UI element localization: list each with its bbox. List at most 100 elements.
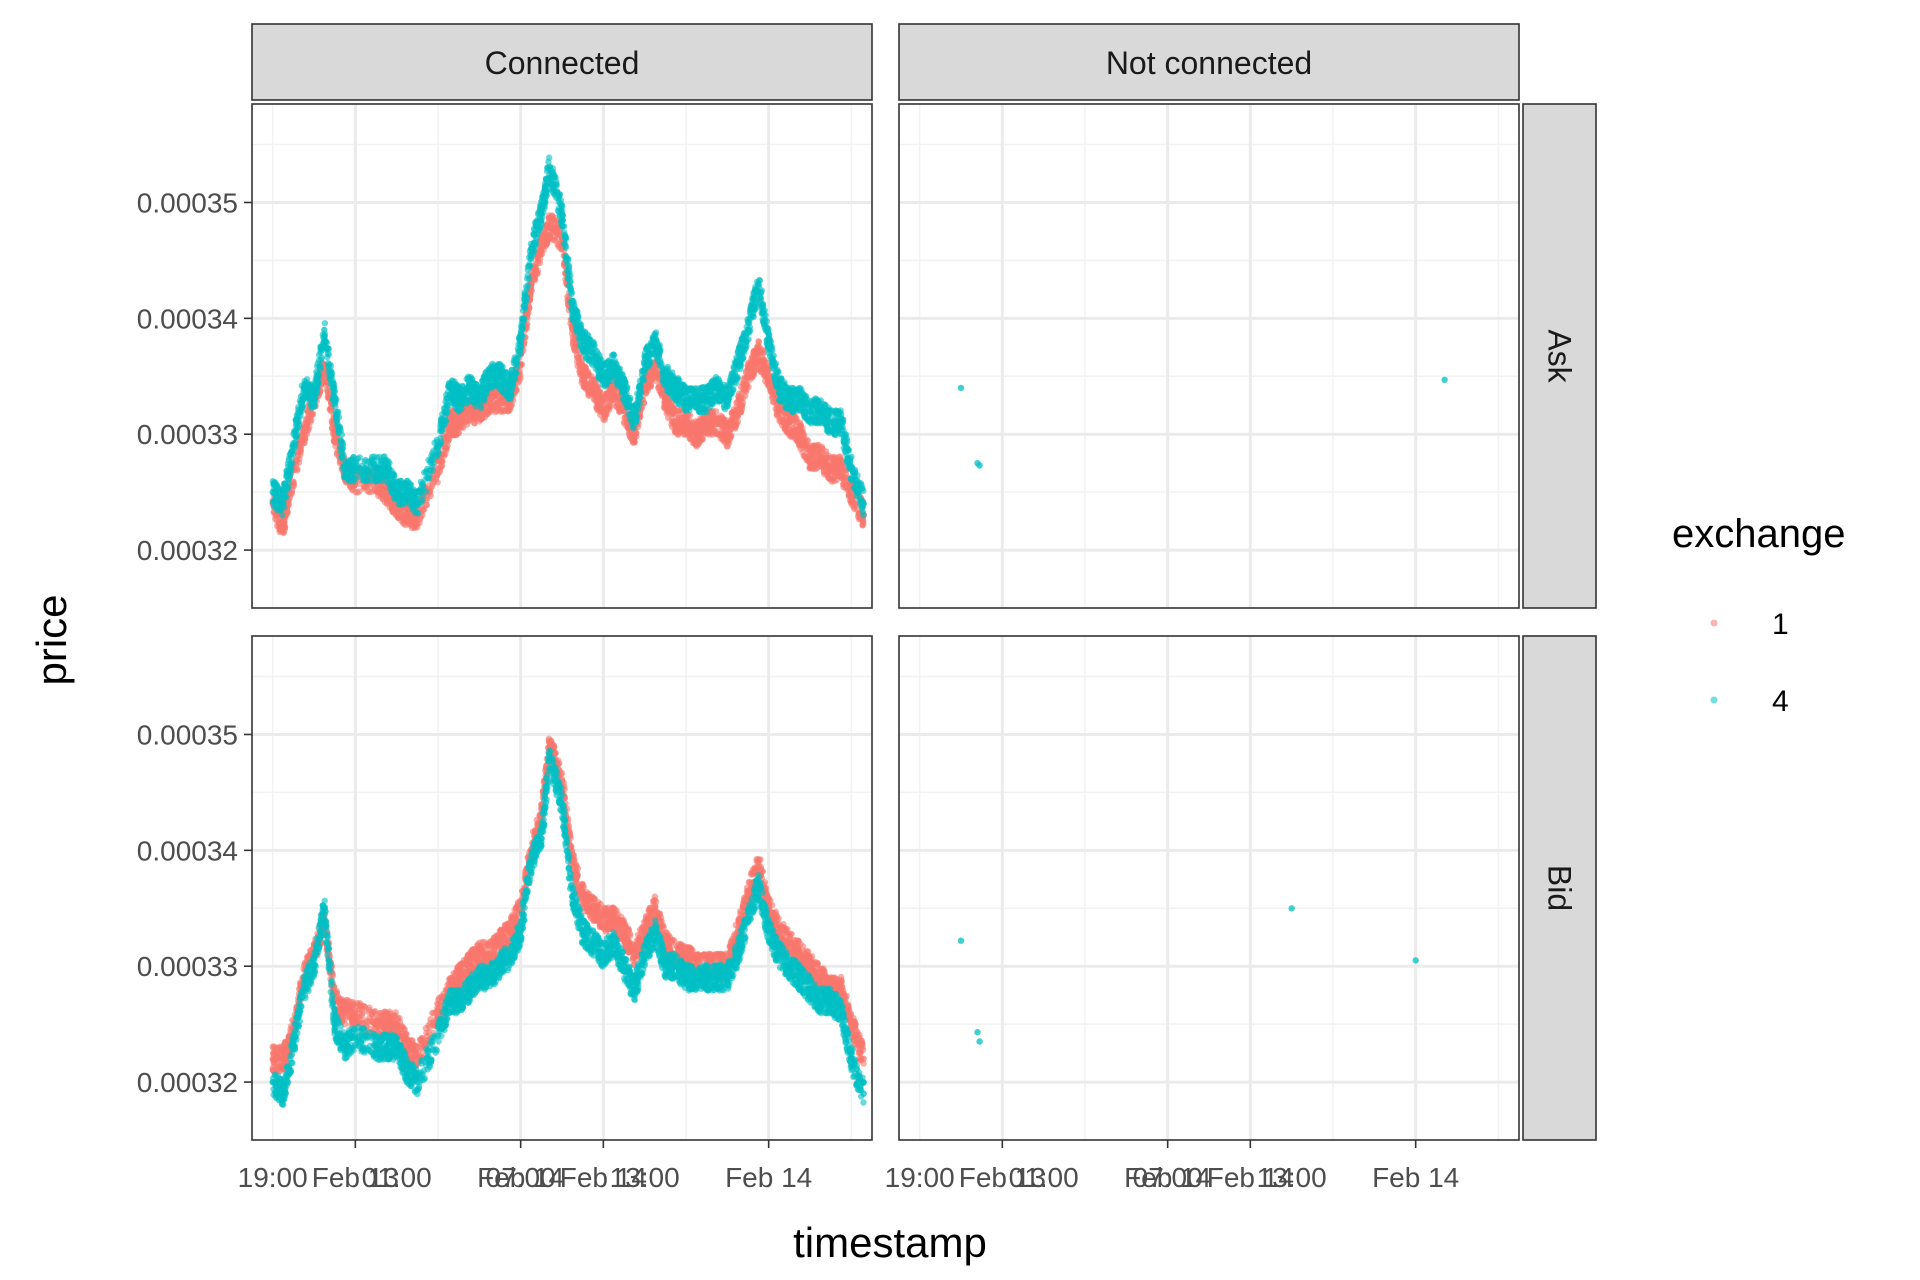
- data-point: [767, 386, 774, 393]
- data-point: [519, 316, 526, 323]
- data-point: [283, 473, 290, 480]
- data-point: [738, 383, 745, 391]
- data-point: [561, 231, 568, 239]
- data-point: [373, 466, 381, 473]
- data-point: [477, 402, 484, 409]
- data-point: [562, 254, 569, 261]
- data-point: [427, 457, 434, 464]
- data-point: [455, 398, 462, 405]
- data-point: [559, 215, 566, 223]
- data-point: [603, 382, 610, 389]
- panel-not-connected-bid: [899, 636, 1519, 1140]
- data-point: [606, 402, 613, 410]
- data-point: [581, 331, 588, 338]
- data-point: [273, 504, 280, 512]
- data-point: [698, 416, 705, 423]
- data-point: [526, 262, 534, 269]
- data-point: [458, 415, 466, 422]
- data-point: [820, 458, 828, 466]
- data-point: [404, 513, 412, 520]
- data-point: [313, 368, 320, 375]
- data-point: [582, 354, 590, 361]
- data-point: [521, 302, 528, 309]
- data-point: [331, 381, 338, 388]
- data-point: [499, 387, 506, 395]
- data-point: [538, 216, 545, 223]
- data-point: [295, 406, 302, 413]
- data-point: [706, 417, 713, 424]
- data-point: [756, 363, 764, 370]
- data-point: [317, 349, 324, 356]
- data-point: [394, 493, 401, 500]
- data-point: [590, 340, 597, 347]
- data-point: [397, 484, 404, 491]
- data-point: [512, 358, 519, 365]
- data-point: [559, 202, 566, 210]
- data-point: [831, 462, 838, 469]
- data-point: [291, 427, 298, 435]
- data-point: [423, 474, 431, 481]
- data-point: [317, 363, 324, 370]
- data-point: [572, 307, 580, 314]
- points-connected-ask: [269, 154, 867, 537]
- data-point: [745, 383, 752, 391]
- data-point: [547, 234, 554, 241]
- data-point: [508, 366, 516, 373]
- data-point: [292, 442, 299, 450]
- data-point: [437, 463, 444, 470]
- data-point: [280, 524, 287, 532]
- data-point: [818, 443, 826, 451]
- data-point: [838, 474, 845, 481]
- data-point: [734, 418, 742, 426]
- data-point: [583, 348, 590, 355]
- data-point: [610, 351, 618, 359]
- data-point: [327, 371, 334, 378]
- data-point: [565, 274, 573, 281]
- data-point: [353, 466, 361, 474]
- data-point: [716, 417, 723, 424]
- data-point: [365, 488, 373, 496]
- data-point: [285, 463, 292, 470]
- data-point: [280, 503, 288, 511]
- data-point: [796, 419, 804, 426]
- data-point: [531, 227, 538, 234]
- data-point: [331, 388, 338, 395]
- data-point: [524, 282, 532, 289]
- data-point: [631, 439, 638, 446]
- data-point: [560, 240, 568, 247]
- data-point: [466, 389, 474, 396]
- data-point: [292, 416, 300, 423]
- data-point: [321, 320, 329, 327]
- data-point: [415, 510, 422, 517]
- data-point: [499, 400, 506, 407]
- data-point: [288, 489, 296, 497]
- data-point: [418, 485, 425, 492]
- data-point: [799, 429, 807, 436]
- data-point: [332, 436, 339, 444]
- data-point: [540, 209, 547, 216]
- data-point: [655, 383, 662, 390]
- data-point: [322, 339, 329, 346]
- data-point: [569, 315, 576, 323]
- data-point: [491, 362, 498, 369]
- panel-background: [899, 636, 1519, 1140]
- data-point: [408, 518, 416, 525]
- data-point: [374, 489, 381, 496]
- data-point: [542, 242, 549, 249]
- panel-background: [899, 104, 1519, 608]
- panel-not-connected-ask: [899, 104, 1519, 608]
- data-point: [757, 349, 765, 356]
- data-point: [417, 478, 425, 485]
- data-point: [281, 489, 289, 496]
- data-point: [674, 428, 682, 436]
- data-point: [631, 431, 638, 438]
- panel-background: [252, 636, 872, 1140]
- data-point: [580, 362, 587, 369]
- data-point: [738, 401, 745, 409]
- data-point: [436, 468, 443, 476]
- data-point: [327, 362, 335, 370]
- data-point: [325, 345, 332, 352]
- data-point: [304, 419, 311, 426]
- data-point: [591, 391, 599, 398]
